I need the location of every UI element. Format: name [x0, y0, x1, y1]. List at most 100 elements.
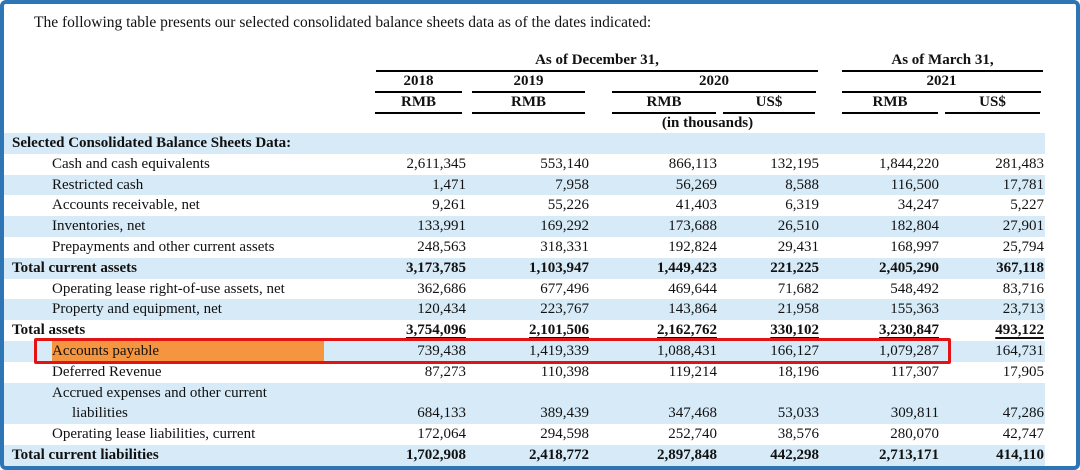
row-label: Property and equipment, net — [4, 299, 370, 320]
row-value: 18,196 — [718, 362, 820, 383]
row-label: Operating lease liabilities, current — [4, 424, 370, 445]
row-value-text: 3,173,785 — [406, 259, 466, 276]
group-header-march: As of March 31, — [820, 51, 1045, 72]
row-label: Accounts receivable, net — [4, 195, 370, 216]
row-value-text: 23,713 — [1002, 301, 1044, 318]
row-value: 5,227 — [940, 195, 1045, 216]
row-value-text: 132,195 — [770, 155, 819, 172]
row-value: 132,195 — [718, 154, 820, 175]
row-value — [590, 133, 718, 154]
row-value-text: 53,033 — [777, 405, 819, 422]
row-value-text: 173,688 — [668, 218, 717, 235]
row-value-text: 7,958 — [555, 176, 589, 193]
row-value: 117,307 — [820, 362, 940, 383]
row-value-text: 38,576 — [777, 426, 819, 443]
table-row-highlighted: Accounts payable 739,438 1,419,339 1,088,43… — [4, 337, 1045, 364]
year-header-2021: 2021 — [820, 72, 1045, 93]
row-value: 3,173,785 — [370, 258, 467, 279]
row-label-text: Property and equipment, net — [52, 301, 222, 318]
row-label-text: Accounts receivable, net — [52, 197, 200, 214]
table-row: Restricted cash 1,471 7,958 56,269 8,588 116,… — [4, 174, 1045, 196]
row-value-text: 2,713,171 — [879, 446, 939, 463]
row-value: 55,226 — [467, 195, 590, 216]
row-value-text: 2,897,848 — [657, 446, 717, 463]
row-value — [940, 133, 1045, 154]
row-value-text: 26,510 — [777, 218, 819, 235]
currency-header: RMB — [820, 93, 940, 114]
row-value-text: 55,226 — [547, 197, 589, 214]
row-value: 71,682 — [718, 279, 820, 300]
row-value-text: 1,103,947 — [529, 259, 589, 276]
row-value-text: 182,804 — [890, 218, 939, 235]
row-value: 87,273 — [370, 362, 467, 383]
row-label-text: Inventories, net — [52, 218, 146, 235]
row-value — [820, 133, 940, 154]
row-value: 164,731 — [940, 341, 1045, 362]
row-value: 110,398 — [467, 362, 590, 383]
row-value: 29,431 — [718, 237, 820, 258]
row-label-text: Deferred Revenue — [52, 363, 162, 380]
row-value: 182,804 — [820, 216, 940, 237]
row-label-text: Prepayments and other current assets — [52, 238, 275, 255]
row-label: Restricted cash — [4, 175, 370, 196]
row-value: 172,064 — [370, 424, 467, 445]
row-value-text: 367,118 — [996, 259, 1044, 276]
row-value-text: 2,162,762 — [657, 322, 717, 339]
row-value-text: 143,864 — [668, 301, 717, 318]
row-value: 677,496 — [467, 279, 590, 300]
row-value: 1,844,220 — [820, 154, 940, 175]
row-label: Cash and cash equivalents — [4, 154, 370, 175]
table-row: Operating lease liabilities, current 172,… — [4, 424, 1045, 445]
units-note: (in thousands) — [661, 115, 754, 131]
row-value: 53,033 — [718, 383, 820, 425]
group-header-december: As of December 31, — [370, 51, 820, 72]
row-value-text: 414,110 — [996, 446, 1044, 463]
currency-header-row: RMB RMB RMB US$ RMB US$ — [4, 93, 1045, 114]
row-value: 169,292 — [467, 216, 590, 237]
row-value-text: 3,754,096 — [406, 322, 466, 339]
row-value: 389,439 — [467, 383, 590, 425]
row-value-text: 83,716 — [1002, 280, 1044, 297]
row-label-text: Total current liabilities — [12, 446, 159, 463]
table-row: Inventories, net 133,991 169,292 173,688 26,… — [4, 216, 1045, 237]
table-row: Total current liabilities 1,702,908 2,418,… — [4, 444, 1045, 466]
row-value-text: 1,079,287 — [879, 342, 939, 359]
row-label-text: Total assets — [12, 322, 86, 339]
row-label: Prepayments and other current assets — [4, 237, 370, 258]
row-value-text: 281,483 — [995, 155, 1044, 172]
row-value-text: 27,901 — [1002, 218, 1044, 235]
row-value: 1,419,339 — [467, 341, 590, 362]
table-row: Total current assets 3,173,785 1,103,947 1,… — [4, 257, 1045, 279]
row-value: 367,118 — [940, 258, 1045, 279]
row-value-text: 110,398 — [540, 363, 589, 380]
table-row: Deferred Revenue 87,273 110,398 119,214 18,1… — [4, 362, 1045, 383]
row-value-text: 739,438 — [417, 342, 466, 359]
table-row: Prepayments and other current assets 248,… — [4, 237, 1045, 258]
row-value: 155,363 — [820, 299, 940, 320]
row-value-text: 252,740 — [668, 426, 717, 443]
row-value: 6,319 — [718, 195, 820, 216]
row-value: 56,269 — [590, 175, 718, 196]
table-row: Property and equipment, net 120,434 223,76… — [4, 299, 1045, 321]
row-label: Operating lease right-of-use assets, net — [4, 279, 370, 300]
row-value-text: 294,598 — [540, 426, 589, 443]
row-value: 866,113 — [590, 154, 718, 175]
row-value: 168,997 — [820, 237, 940, 258]
row-value-text: 120,434 — [417, 301, 466, 318]
currency-header: RMB — [370, 93, 467, 114]
year-header-2018: 2018 — [370, 72, 467, 93]
row-value-text: 71,682 — [777, 280, 819, 297]
row-value: 330,102 — [718, 320, 820, 341]
row-value-text: 223,767 — [540, 301, 589, 318]
row-value: 21,958 — [718, 299, 820, 320]
row-value — [370, 133, 467, 154]
row-value: 1,103,947 — [467, 258, 590, 279]
row-value: 27,901 — [940, 216, 1045, 237]
row-value: 7,958 — [467, 175, 590, 196]
row-value: 2,101,506 — [467, 320, 590, 341]
row-value: 1,088,431 — [590, 341, 718, 362]
row-value-text: 3,230,847 — [879, 322, 939, 339]
row-value: 2,611,345 — [370, 154, 467, 175]
row-value: 221,225 — [718, 258, 820, 279]
row-value: 25,794 — [940, 237, 1045, 258]
